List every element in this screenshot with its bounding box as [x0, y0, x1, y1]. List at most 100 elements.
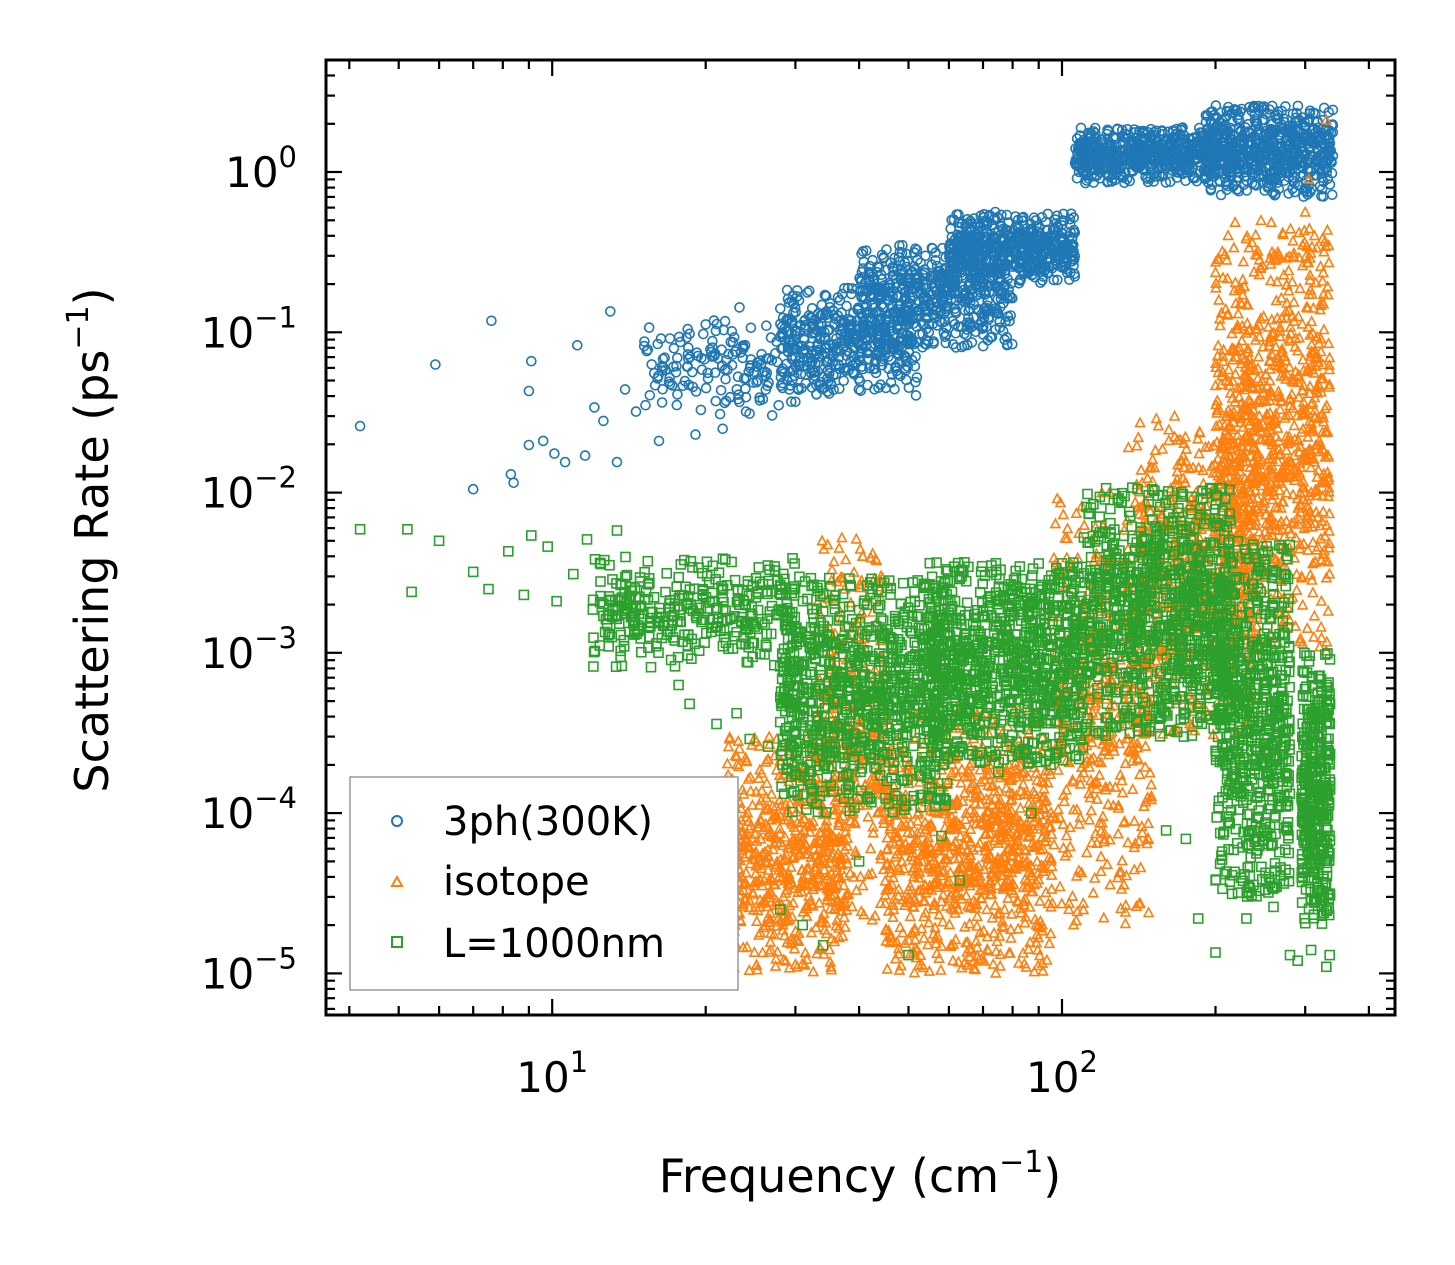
point-triangle [839, 553, 852, 565]
point-circle [700, 382, 712, 394]
point-triangle [935, 963, 947, 975]
point-circle [856, 248, 867, 260]
point-circle [999, 334, 1011, 346]
point-circle [760, 370, 772, 382]
point-circle [838, 375, 850, 387]
point-circle [856, 361, 868, 372]
point-circle [793, 384, 804, 396]
point-circle [833, 383, 845, 395]
point-circle [836, 288, 848, 300]
point-circle [872, 337, 884, 348]
point-triangle [881, 962, 894, 974]
point-circle [644, 389, 656, 401]
point-triangle [1041, 953, 1053, 965]
point-circle [900, 364, 912, 376]
point-triangle [923, 916, 935, 928]
point-triangle [864, 842, 877, 854]
point-circle [791, 285, 803, 296]
point-circle [589, 402, 600, 413]
point-circle [775, 371, 787, 383]
point-circle [696, 364, 708, 376]
point-circle [822, 312, 834, 324]
point-circle [822, 355, 834, 367]
point-circle [740, 372, 752, 384]
point-circle [900, 261, 912, 273]
point-triangle [1031, 855, 1043, 867]
point-circle [938, 285, 950, 296]
point-circle [505, 468, 517, 480]
point-circle [800, 319, 811, 331]
point-circle [980, 302, 992, 314]
point-circle [952, 321, 964, 332]
point-circle [869, 356, 881, 368]
point-circle [579, 450, 591, 461]
point-circle [893, 336, 905, 348]
point-triangle [943, 918, 956, 930]
point-circle [873, 382, 884, 394]
point-circle [719, 397, 731, 409]
point-circle [700, 319, 712, 330]
point-circle [878, 251, 890, 263]
point-circle [682, 323, 694, 335]
point-triangle [896, 926, 909, 938]
point-circle [947, 338, 959, 350]
point-circle [793, 355, 805, 367]
point-circle [715, 384, 727, 396]
point-circle [897, 283, 909, 295]
point-circle [873, 306, 885, 318]
point-circle [853, 384, 865, 395]
point-circle [763, 353, 774, 364]
point-circle [989, 307, 1000, 318]
point-circle [734, 396, 745, 408]
point-circle [834, 345, 846, 357]
point-triangle [1004, 946, 1016, 958]
point-circle [890, 273, 902, 284]
point-circle [714, 408, 726, 420]
point-circle [928, 336, 939, 347]
point-circle [867, 254, 878, 266]
point-circle [847, 336, 859, 347]
point-circle [790, 343, 801, 355]
point-circle [911, 278, 923, 290]
point-triangle [752, 771, 765, 784]
point-triangle [721, 757, 734, 769]
point-circle [883, 363, 895, 375]
point-circle [841, 300, 852, 312]
point-circle [766, 410, 778, 421]
point-circle [867, 284, 878, 295]
point-triangle [807, 965, 820, 977]
point-circle [862, 347, 874, 359]
point-circle [920, 250, 931, 262]
point-circle [994, 322, 1006, 334]
point-circle [643, 322, 655, 333]
point-circle [967, 288, 978, 300]
point-circle [781, 284, 793, 296]
point-circle [902, 255, 914, 267]
point-circle [857, 246, 869, 257]
point-circle [653, 435, 665, 447]
point-circle [720, 373, 731, 385]
point-circle [882, 295, 894, 307]
point-circle [821, 357, 832, 368]
point-circle [793, 295, 805, 306]
point-triangle [771, 945, 784, 957]
point-circle [919, 267, 930, 278]
point-circle [931, 297, 942, 309]
point-circle [788, 297, 800, 309]
point-triangle [952, 955, 965, 967]
point-triangle [1060, 829, 1073, 841]
point-triangle [799, 946, 812, 958]
point-triangle [787, 896, 800, 908]
point-triangle [1033, 894, 1046, 906]
point-triangle [1128, 814, 1141, 826]
point-circle [646, 359, 658, 370]
point-triangle [1102, 797, 1114, 810]
point-circle [780, 315, 792, 327]
point-circle [354, 420, 366, 432]
point-triangle [1095, 850, 1107, 862]
point-circle [803, 285, 815, 297]
point-circle [697, 328, 709, 340]
point-circle [995, 301, 1006, 313]
point-circle [820, 306, 832, 318]
point-triangle [956, 794, 969, 807]
